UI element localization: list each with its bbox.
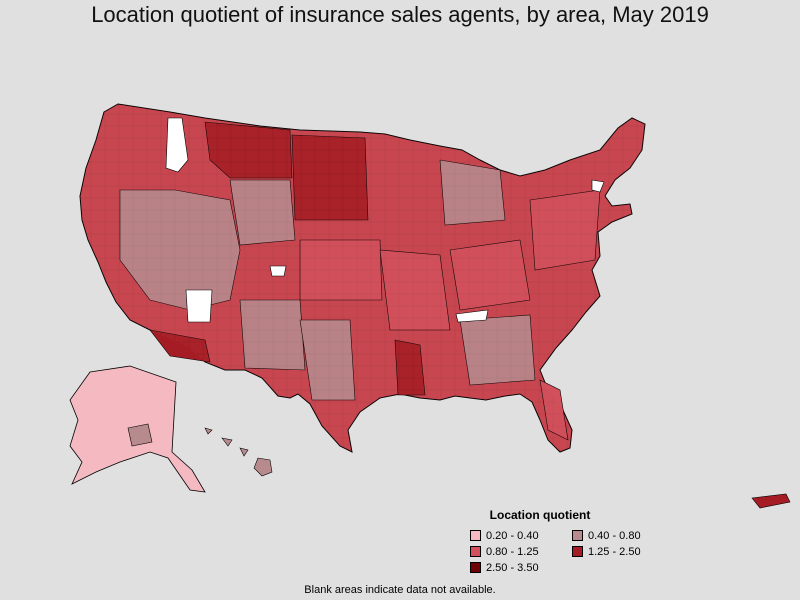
legend-swatch — [572, 530, 583, 541]
legend-label: 0.20 - 0.40 — [486, 529, 539, 542]
legend-item-1.25-2.50: 1.25 - 2.50 — [572, 544, 682, 559]
legend-item-2.50-3.50: 2.50 - 3.50 — [470, 560, 572, 575]
map-title: Location quotient of insurance sales age… — [91, 2, 709, 27]
legend-title: Location quotient — [489, 508, 591, 522]
legend-grid: 0.20 - 0.40 0.40 - 0.80 0.80 - 1.25 1.25… — [470, 528, 700, 575]
hawaii-region — [204, 427, 273, 477]
puerto-rico-region — [751, 493, 791, 509]
footnote: Blank areas indicate data not available. — [304, 584, 496, 596]
legend-item-0.20-0.40: 0.20 - 0.40 — [470, 528, 572, 543]
legend-label: 1.25 - 2.50 — [588, 545, 641, 558]
legend-item-0.40-0.80: 0.40 - 0.80 — [572, 528, 682, 543]
no-data-areas — [165, 117, 605, 323]
legend-swatch — [470, 562, 481, 573]
legend-swatch — [572, 546, 583, 557]
legend-label: 0.40 - 0.80 — [588, 529, 641, 542]
legend-label: 2.50 - 3.50 — [486, 561, 539, 574]
legend-item-0.80-1.25: 0.80 - 1.25 — [470, 544, 572, 559]
legend-swatch — [470, 530, 481, 541]
legend-label: 0.80 - 1.25 — [486, 545, 539, 558]
alaska-southeast — [127, 423, 153, 447]
legend: Location quotient 0.20 - 0.40 0.40 - 0.8… — [470, 508, 700, 575]
legend-swatch — [470, 546, 481, 557]
